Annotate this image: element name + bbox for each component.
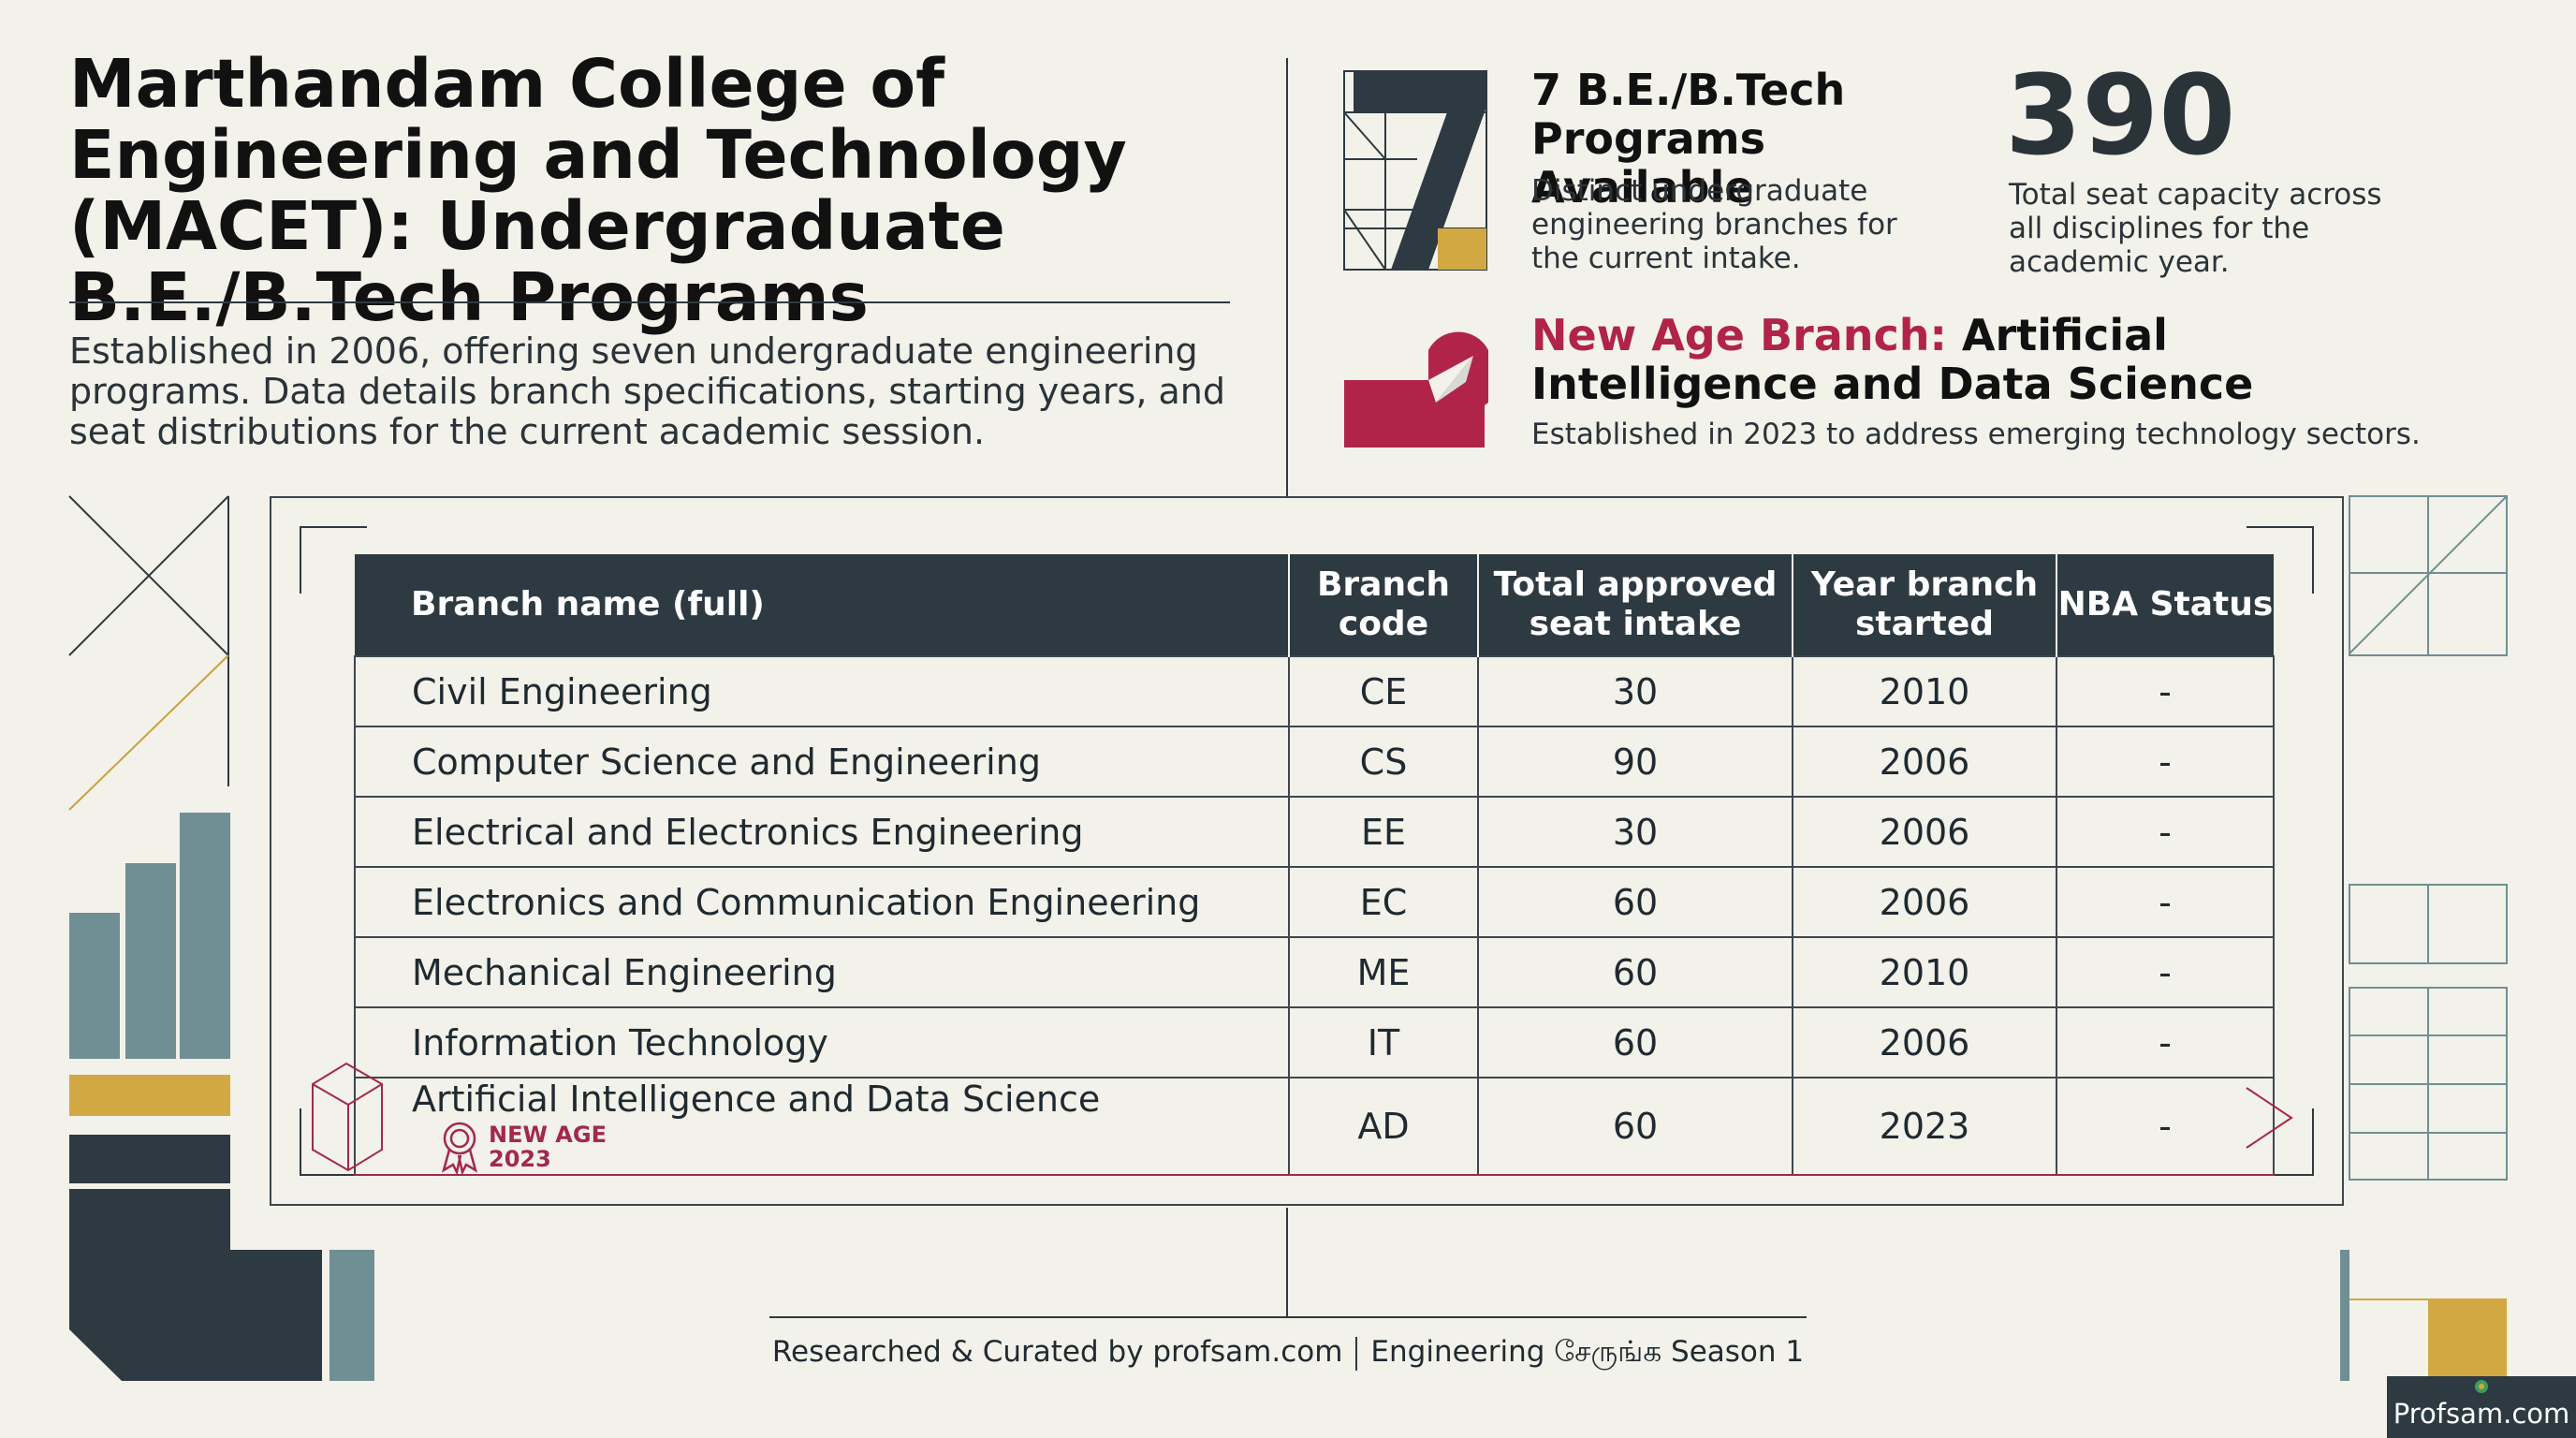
col-header-seat-intake: Total approved seat intake xyxy=(1478,554,1793,656)
footer-credit: Researched & Curated by profsam.com Engin… xyxy=(769,1331,1807,1372)
footer-separator xyxy=(1355,1336,1358,1371)
frame-corner-tr xyxy=(2247,526,2314,594)
cell-branch-code: EE xyxy=(1288,796,1479,868)
col-header-nba-status: NBA Status xyxy=(2056,554,2274,656)
footer-divider xyxy=(769,1316,1807,1318)
cell-nba-status: - xyxy=(2056,1006,2275,1078)
left-decoration xyxy=(68,495,374,1381)
page-title: Marthandam College of Engineering and Te… xyxy=(69,45,1127,336)
cell-seat-intake: 60 xyxy=(1477,1006,1793,1078)
new-age-badge-text: NEW AGE 2023 xyxy=(489,1123,607,1171)
cell-year-started: 2010 xyxy=(1792,936,2057,1008)
programs-count-desc: Distinct undergraduate engineering branc… xyxy=(1531,174,1897,275)
cell-branch-name: Civil Engineering xyxy=(354,655,1290,727)
cell-branch-code: CE xyxy=(1288,655,1479,727)
logo-text: Profsam.com xyxy=(2393,1398,2570,1430)
table-row: Electrical and Electronics Engineering E… xyxy=(354,796,2275,868)
cell-branch-code: CS xyxy=(1288,726,1479,798)
table-row: Civil Engineering CE 30 2010 - xyxy=(354,655,2275,727)
cell-seat-intake: 60 xyxy=(1477,866,1793,938)
cell-nba-status: - xyxy=(2056,796,2275,868)
table-row: Mechanical Engineering ME 60 2010 - xyxy=(354,936,2275,1008)
cell-nba-status: - xyxy=(2056,1077,2275,1176)
new-age-branch-desc: Established in 2023 to address emerging … xyxy=(1531,418,2421,451)
new-age-branch-title: New Age Branch: Artificial Intelligence … xyxy=(1531,311,2467,408)
cell-year-started: 2006 xyxy=(1792,726,2057,798)
cell-seat-intake: 90 xyxy=(1477,726,1793,798)
vertical-divider-lower xyxy=(1286,1208,1288,1318)
table-row: Information Technology IT 60 2006 - xyxy=(354,1006,2275,1078)
total-seats-number: 390 xyxy=(2005,51,2236,180)
programs-count-title: 7 B.E./B.Tech Programs Available xyxy=(1531,65,1846,213)
cell-branch-name: Electronics and Communication Engineerin… xyxy=(354,866,1290,938)
cell-branch-code: EC xyxy=(1288,866,1479,938)
cell-nba-status: - xyxy=(2056,936,2275,1008)
cell-nba-status: - xyxy=(2056,866,2275,938)
col-header-branch-name: Branch name (full) xyxy=(355,554,1290,656)
cell-branch-name: Artificial Intelligence and Data Science xyxy=(354,1077,1290,1176)
frame-corner-bl xyxy=(300,1108,367,1176)
col-header-year-started: Year branch started xyxy=(1793,554,2057,656)
cell-seat-intake: 30 xyxy=(1477,796,1793,868)
table-header-row: Branch name (full) Branch code Total app… xyxy=(355,554,2274,656)
cell-year-started: 2006 xyxy=(1792,1006,2057,1078)
frame-corner-tl xyxy=(300,526,367,594)
intro-text: Established in 2006, offering seven unde… xyxy=(69,330,1225,452)
footer-credit-text: Researched & Curated by profsam.com xyxy=(771,1335,1343,1369)
cell-seat-intake: 60 xyxy=(1477,1077,1793,1176)
cell-branch-code: ME xyxy=(1288,936,1479,1008)
table-row: Computer Science and Engineering CS 90 2… xyxy=(354,726,2275,798)
total-seats-desc: Total seat capacity across all disciplin… xyxy=(2009,178,2382,279)
new-age-icon xyxy=(1344,331,1488,448)
branch-table-container: Branch name (full) Branch code Total app… xyxy=(354,554,2275,1176)
award-ribbon-icon xyxy=(441,1122,478,1174)
table-row-highlighted: Artificial Intelligence and Data Science xyxy=(354,1077,2275,1176)
right-decoration xyxy=(2340,495,2508,1386)
badge-line-1: NEW AGE xyxy=(489,1122,607,1148)
footer-series-text: Engineering சேருங்க Season 1 xyxy=(1370,1335,1805,1369)
cell-year-started: 2006 xyxy=(1792,796,2057,868)
new-age-badge: NEW AGE 2023 xyxy=(438,1120,607,1174)
highlight-arrow-outline xyxy=(312,1062,2293,1172)
branch-table: Branch name (full) Branch code Total app… xyxy=(354,554,2275,1176)
cell-nba-status: - xyxy=(2056,726,2275,798)
title-divider xyxy=(69,301,1230,303)
new-age-label: New Age Branch: xyxy=(1531,310,1947,360)
cell-branch-name-text: Artificial Intelligence and Data Science xyxy=(412,1078,1101,1120)
cell-seat-intake: 60 xyxy=(1477,936,1793,1008)
cell-year-started: 2023 xyxy=(1792,1077,2057,1176)
table-frame xyxy=(270,496,2344,1206)
cell-branch-name: Information Technology xyxy=(354,1006,1290,1078)
cell-year-started: 2006 xyxy=(1792,866,2057,938)
cell-branch-name: Mechanical Engineering xyxy=(354,936,1290,1008)
cell-branch-code: IT xyxy=(1288,1006,1479,1078)
vertical-divider xyxy=(1286,58,1288,496)
leaf-logo-icon xyxy=(2475,1380,2488,1393)
cell-branch-name: Computer Science and Engineering xyxy=(354,726,1290,798)
col-header-branch-code: Branch code xyxy=(1289,554,1479,656)
seven-grid-icon xyxy=(1343,70,1487,271)
cell-branch-name: Electrical and Electronics Engineering xyxy=(354,796,1290,868)
table-row: Electronics and Communication Engineerin… xyxy=(354,866,2275,938)
frame-corner-br xyxy=(2247,1108,2314,1176)
cell-branch-code: AD xyxy=(1288,1077,1479,1176)
cell-nba-status: - xyxy=(2056,655,2275,727)
cell-year-started: 2010 xyxy=(1792,655,2057,727)
cell-seat-intake: 30 xyxy=(1477,655,1793,727)
new-age-branch-name: Artificial Intelligence and Data Science xyxy=(1531,310,2254,409)
profsam-logo: Profsam.com xyxy=(2387,1376,2576,1438)
badge-line-2: 2023 xyxy=(489,1146,551,1172)
